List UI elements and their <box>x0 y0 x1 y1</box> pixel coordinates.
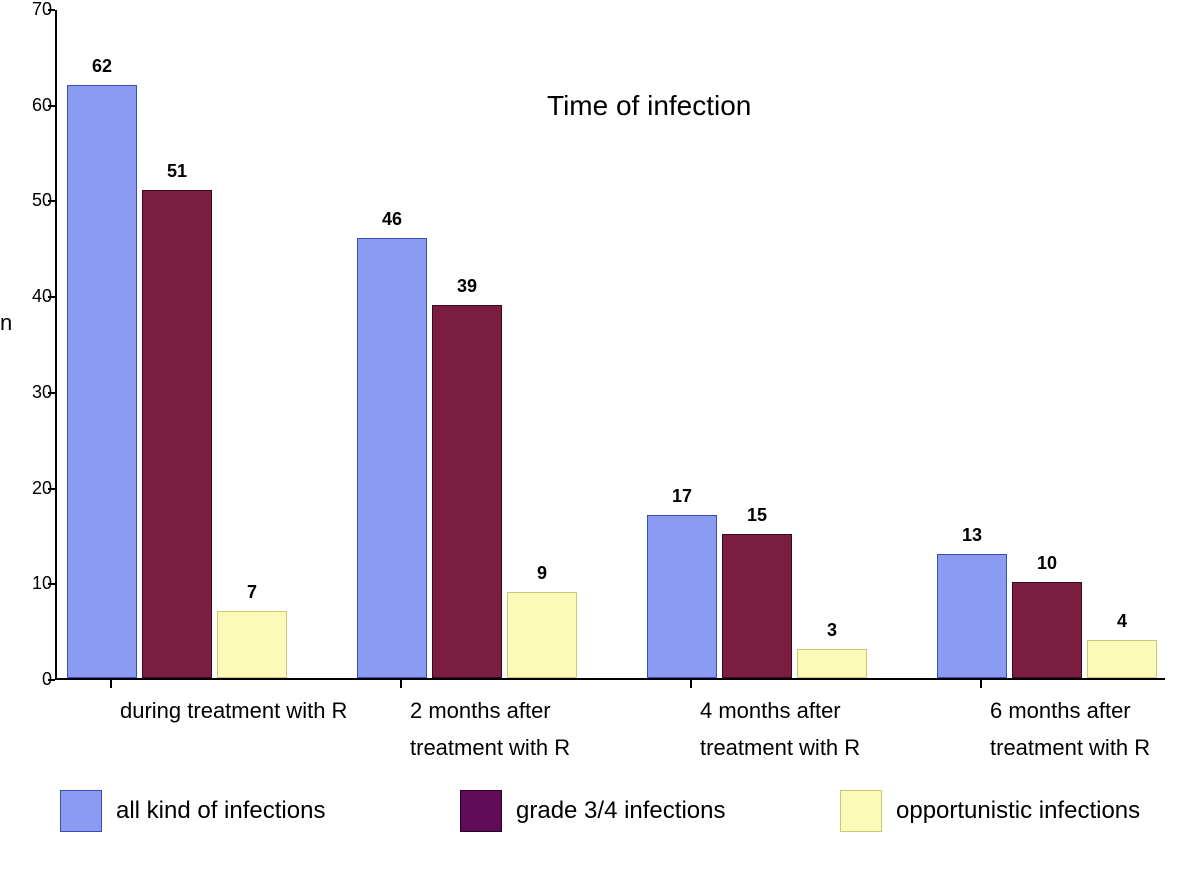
x-axis-label: 6 months aftertreatment with R <box>990 692 1150 767</box>
bar <box>507 592 577 678</box>
legend-swatch <box>460 790 502 832</box>
bar-value-label: 13 <box>937 525 1007 546</box>
bar-value-label: 51 <box>142 161 212 182</box>
bar-value-label: 9 <box>507 563 577 584</box>
y-axis-label: n <box>0 310 12 336</box>
legend-label: grade 3/4 infections <box>516 797 725 825</box>
y-tick-mark <box>48 392 55 394</box>
x-axis-label: 2 months aftertreatment with R <box>410 692 570 767</box>
x-tick-mark <box>110 680 112 688</box>
legend-item: opportunistic infections <box>840 790 1140 832</box>
bar-value-label: 10 <box>1012 553 1082 574</box>
bar-value-label: 46 <box>357 209 427 230</box>
bar <box>142 190 212 678</box>
bar <box>797 649 867 678</box>
x-tick-mark <box>400 680 402 688</box>
chart-plot-area: Time of infection 62517463991715313104 <box>55 10 1165 680</box>
bar-value-label: 4 <box>1087 611 1157 632</box>
bar <box>722 534 792 678</box>
bar-value-label: 39 <box>432 276 502 297</box>
legend-label: opportunistic infections <box>896 797 1140 825</box>
x-axis-label: during treatment with R <box>120 692 347 729</box>
y-tick-mark <box>48 488 55 490</box>
y-tick-mark <box>48 9 55 11</box>
bars-area: 62 51 7 46 39 9 1715 3 1310 4 <box>57 10 1165 678</box>
bar <box>217 611 287 678</box>
bar-value-label: 62 <box>67 56 137 77</box>
bar <box>357 238 427 678</box>
legend-label: all kind of infections <box>116 797 325 825</box>
bar <box>432 305 502 678</box>
bar <box>1087 640 1157 678</box>
bar-value-label: 7 <box>217 582 287 603</box>
legend-item: all kind of infections <box>60 790 325 832</box>
y-tick-mark <box>48 105 55 107</box>
y-tick-mark <box>48 200 55 202</box>
x-tick-mark <box>690 680 692 688</box>
legend-swatch <box>840 790 882 832</box>
bar-value-label: 3 <box>797 620 867 641</box>
bar-value-label: 15 <box>722 505 792 526</box>
x-tick-mark <box>980 680 982 688</box>
bar <box>67 85 137 678</box>
bar <box>647 515 717 678</box>
legend-item: grade 3/4 infections <box>460 790 725 832</box>
bar-value-label: 17 <box>647 486 717 507</box>
bar <box>1012 582 1082 678</box>
legend-swatch <box>60 790 102 832</box>
bar <box>937 554 1007 678</box>
y-tick-mark <box>48 583 55 585</box>
y-tick-mark <box>48 296 55 298</box>
y-tick-mark <box>48 679 55 681</box>
x-axis-label: 4 months aftertreatment with R <box>700 692 860 767</box>
